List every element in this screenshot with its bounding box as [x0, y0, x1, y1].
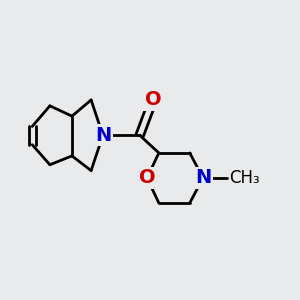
- Text: CH₃: CH₃: [230, 169, 260, 187]
- Text: N: N: [195, 169, 211, 188]
- Text: N: N: [95, 126, 111, 145]
- Text: O: O: [139, 169, 155, 188]
- Text: O: O: [145, 90, 161, 110]
